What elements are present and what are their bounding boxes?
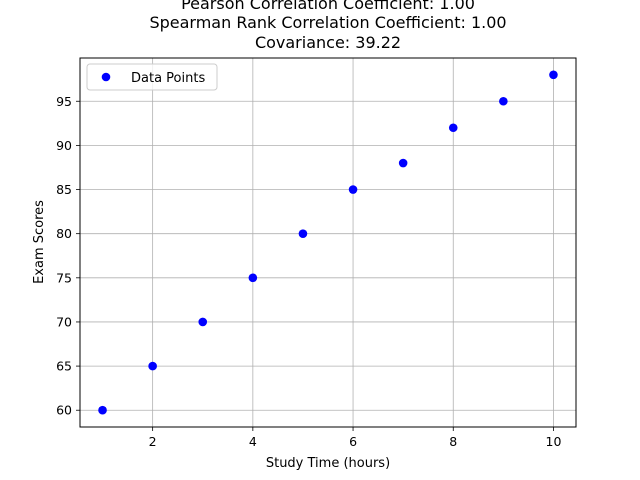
data-point xyxy=(198,317,208,327)
x-tick-label: 4 xyxy=(249,434,257,449)
title-line-1: Pearson Correlation Coefficient: 1.00 xyxy=(181,0,475,13)
grid-lines xyxy=(80,58,576,427)
y-tick-label: 80 xyxy=(56,226,72,241)
y-tick-label: 70 xyxy=(56,314,72,329)
data-points xyxy=(98,70,558,415)
y-axis-label: Exam Scores xyxy=(32,200,47,284)
data-point xyxy=(98,405,107,415)
y-tick-label: 95 xyxy=(56,94,72,109)
y-tick-label: 75 xyxy=(56,270,72,285)
data-point xyxy=(398,158,408,168)
data-point xyxy=(148,361,157,371)
data-point xyxy=(499,96,508,106)
data-point xyxy=(298,229,308,238)
legend-label: Data Points xyxy=(131,71,205,86)
axis-ticks: 2 4 6 8 10 60 65 70 75 80 85 90 95 xyxy=(56,94,561,449)
y-tick-label: 60 xyxy=(56,403,72,418)
y-tick-label: 65 xyxy=(56,359,72,374)
x-tick-label: 8 xyxy=(449,434,457,449)
data-point xyxy=(549,70,558,80)
plot-area-frame xyxy=(79,57,577,428)
x-tick-label: 6 xyxy=(349,434,357,449)
x-tick-label: 10 xyxy=(546,434,562,449)
chart-title: Pearson Correlation Coefficient: 1.00 Sp… xyxy=(149,0,506,52)
y-tick-label: 85 xyxy=(56,182,72,197)
title-line-2: Spearman Rank Correlation Coefficient: 1… xyxy=(149,13,506,32)
x-tick-label: 2 xyxy=(149,434,157,449)
legend-marker xyxy=(101,72,111,82)
data-point xyxy=(448,123,458,133)
x-axis-label: Study Time (hours) xyxy=(266,456,390,471)
title-line-3: Covariance: 39.22 xyxy=(255,33,401,52)
legend: Data Points xyxy=(86,63,218,91)
data-point xyxy=(348,185,358,194)
data-point xyxy=(248,273,258,283)
legend-box xyxy=(86,63,218,91)
y-tick-label: 90 xyxy=(56,138,72,153)
